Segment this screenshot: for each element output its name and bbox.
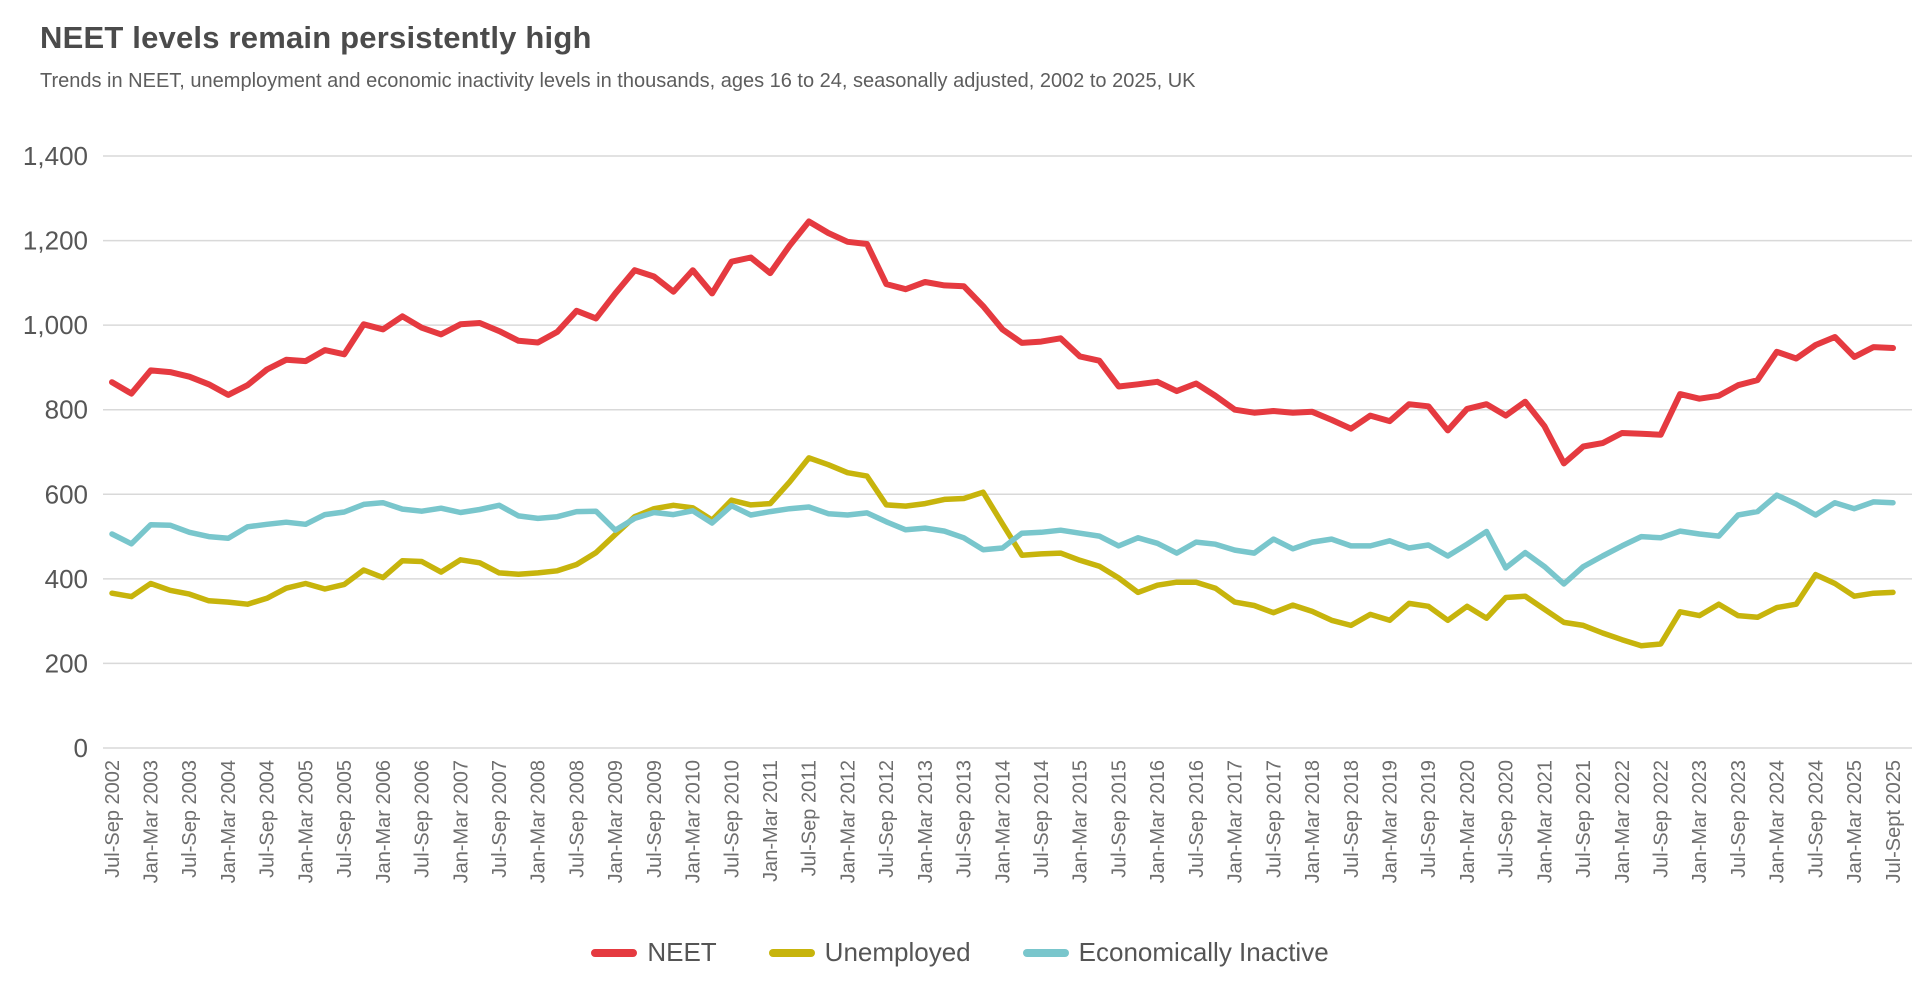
y-axis-tick-label: 400 <box>45 564 88 594</box>
x-axis-tick-label: Jul-Sep 2010 <box>721 760 743 878</box>
series-line-economically-inactive <box>109 492 1896 587</box>
x-axis-tick-label: Jan-Mar 2004 <box>218 760 240 883</box>
x-axis-tick-label: Jan-Mar 2014 <box>992 760 1014 883</box>
x-axis-tick-label: Jul-Sep 2016 <box>1186 760 1208 878</box>
y-axis-tick-label: 0 <box>74 733 88 763</box>
x-axis-tick-label: Jul-Sep 2024 <box>1805 760 1827 878</box>
legend-item-neet: NEET <box>591 937 717 968</box>
x-axis-tick-label: Jan-Mar 2008 <box>528 760 550 883</box>
x-axis-tick-label: Jan-Mar 2023 <box>1689 760 1711 883</box>
x-axis-tick-label: Jan-Mar 2017 <box>1225 760 1247 883</box>
y-axis-tick-label: 1,400 <box>23 141 88 171</box>
x-axis-tick-label: Jul-Sep 2014 <box>1031 760 1053 878</box>
x-axis-tick-label: Jul-Sep 2018 <box>1341 760 1363 878</box>
legend-swatch-economically-inactive <box>1022 948 1069 957</box>
x-axis-tick-label: Jul-Sep 2017 <box>1263 760 1285 878</box>
x-axis-tick-label: Jul-Sep 2020 <box>1496 760 1518 878</box>
y-axis-tick-label: 1,000 <box>23 310 88 340</box>
legend-swatch-neet <box>591 948 638 957</box>
legend-item-unemployed: Unemployed <box>768 937 971 968</box>
x-axis-tick-label: Jul-Sep 2019 <box>1418 760 1440 878</box>
x-axis-tick-label: Jan-Mar 2024 <box>1767 760 1789 883</box>
x-axis-tick-label: Jan-Mar 2005 <box>295 760 317 883</box>
x-axis-tick-label: Jan-Mar 2012 <box>837 760 859 883</box>
x-axis-tick-label: Jan-Mar 2009 <box>605 760 627 883</box>
y-axis-tick-label: 200 <box>45 648 88 678</box>
page-title: NEET levels remain persistently high <box>40 20 592 55</box>
y-axis-tick-label: 600 <box>45 479 88 509</box>
series-line-unemployed <box>109 455 1896 649</box>
x-axis-tick-label: Jul-Sep 2009 <box>644 760 666 878</box>
x-axis-tick-label: Jul-Sep 2008 <box>566 760 588 878</box>
x-axis-tick-label: Jul-Sep 2005 <box>334 760 356 878</box>
x-axis-tick-label: Jan-Mar 2020 <box>1457 760 1479 883</box>
x-axis-tick-label: Jul-Sep 2022 <box>1650 760 1672 878</box>
x-axis-tick-label: Jan-Mar 2021 <box>1534 760 1556 883</box>
y-axis-tick-label: 1,200 <box>23 226 88 256</box>
x-axis-tick-label: Jan-Mar 2018 <box>1302 760 1324 883</box>
series-line-neet <box>109 218 1896 467</box>
x-axis-tick-label: Jul-Sep 2011 <box>799 760 821 876</box>
x-axis-tick-label: Jul-Sep 2006 <box>412 760 434 878</box>
legend-label-economically-inactive: Economically Inactive <box>1078 937 1329 967</box>
x-axis-tick-label: Jan-Mar 2019 <box>1379 760 1401 883</box>
x-axis-tick-label: Jul-Sep 2013 <box>954 760 976 878</box>
x-axis-tick-label: Jan-Mar 2025 <box>1844 760 1866 883</box>
legend-label-unemployed: Unemployed <box>824 937 971 967</box>
legend-item-economically-inactive: Economically Inactive <box>1022 937 1329 968</box>
x-axis-tick-label: Jul-Sept 2025 <box>1883 760 1905 883</box>
legend-label-neet: NEET <box>647 937 717 967</box>
x-axis-tick-label: Jan-Mar 2022 <box>1612 760 1634 883</box>
x-axis-tick-label: Jul-Sep 2002 <box>102 760 124 878</box>
x-axis-tick-label: Jul-Sep 2023 <box>1728 760 1750 878</box>
page-subtitle: Trends in NEET, unemployment and economi… <box>40 70 1196 92</box>
x-axis-tick-label: Jan-Mar 2011 <box>760 760 782 882</box>
x-axis-tick-label: Jul-Sep 2021 <box>1573 760 1595 878</box>
x-axis-tick-label: Jan-Mar 2015 <box>1070 760 1092 883</box>
x-axis-tick-label: Jan-Mar 2013 <box>915 760 937 883</box>
x-axis-tick-label: Jul-Sep 2004 <box>257 760 279 878</box>
x-axis-tick-label: Jan-Mar 2003 <box>141 760 163 883</box>
x-axis-tick-label: Jul-Sep 2003 <box>179 760 201 878</box>
legend-swatch-unemployed <box>768 948 815 957</box>
x-axis-tick-label: Jan-Mar 2007 <box>450 760 472 883</box>
x-axis-tick-label: Jul-Sep 2015 <box>1108 760 1130 878</box>
x-axis-tick-label: Jan-Mar 2006 <box>373 760 395 883</box>
x-axis-tick-label: Jul-Sep 2012 <box>876 760 898 878</box>
y-axis-tick-label: 800 <box>45 395 88 425</box>
x-axis-tick-label: Jul-Sep 2007 <box>489 760 511 878</box>
x-axis-tick-label: Jan-Mar 2010 <box>683 760 705 883</box>
x-axis-tick-label: Jan-Mar 2016 <box>1147 760 1169 883</box>
chart-legend: NEET Unemployed Economically Inactive <box>0 937 1920 968</box>
